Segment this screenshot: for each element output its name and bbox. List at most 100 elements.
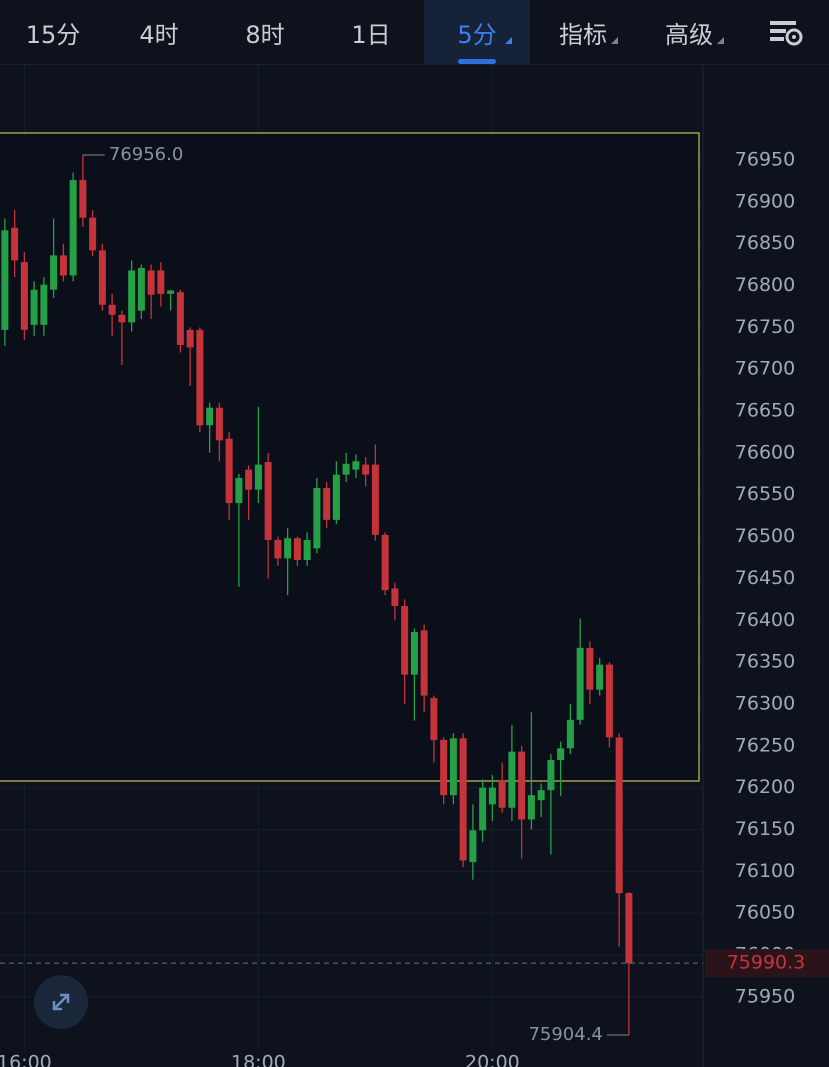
labels: 7595076000760507610076150762007625076300… — [0, 144, 829, 1067]
tab-bar: 15分 4时 8时 1日 5分 指标 高级 — [0, 0, 829, 65]
candle-body — [440, 739, 448, 796]
candle-body — [381, 534, 389, 591]
candle-body — [186, 329, 194, 348]
candle-body — [391, 588, 399, 607]
drawing-box — [0, 132, 700, 782]
y-tick-label: 76950 — [735, 148, 795, 170]
candle-body — [401, 606, 409, 675]
tab-label: 15分 — [25, 20, 81, 49]
x-tick-label: 18:00 — [231, 1052, 286, 1067]
candle-body — [547, 760, 555, 791]
candle-body — [284, 538, 292, 559]
y-tick-label: 76150 — [735, 818, 795, 840]
candle-body — [332, 474, 340, 520]
candle-body — [147, 270, 155, 295]
candle-body — [586, 647, 594, 690]
tab[interactable]: 4时 — [106, 0, 212, 64]
candle-body — [313, 488, 321, 549]
candle-body — [196, 329, 204, 426]
expand-button[interactable] — [34, 975, 88, 1029]
candle-body — [1, 230, 9, 330]
candle-body — [420, 630, 428, 696]
y-tick-label: 76200 — [735, 776, 795, 798]
candle-body — [596, 664, 604, 690]
y-tick-label: 76050 — [735, 902, 795, 924]
last-price-label: 75990.3 — [727, 952, 806, 974]
candle-body — [625, 893, 633, 964]
candle-body — [303, 539, 311, 561]
candle-body — [615, 737, 623, 894]
candle-body — [235, 477, 243, 504]
candle-body — [537, 790, 545, 801]
candle-body — [137, 267, 145, 311]
y-tick-label: 76300 — [735, 692, 795, 714]
y-tick-label: 76350 — [735, 651, 795, 673]
candle-body — [498, 780, 506, 808]
candle-body — [342, 463, 350, 475]
candle-body — [59, 255, 67, 276]
y-tick-label: 76750 — [735, 316, 795, 338]
candle-body — [518, 751, 526, 820]
candle-body — [89, 217, 97, 251]
candles — [1, 154, 633, 1036]
tab[interactable]: 15分 — [0, 0, 106, 64]
y-tick-label: 76700 — [735, 358, 795, 380]
candle-body — [459, 738, 467, 861]
candle-body — [576, 647, 584, 720]
candle-body — [30, 289, 38, 325]
candle-body — [605, 664, 613, 738]
candle-body — [215, 407, 223, 441]
tab-label: 高级 — [665, 20, 713, 49]
settings-button[interactable] — [742, 0, 829, 64]
y-tick-label: 75950 — [735, 985, 795, 1007]
y-tick-label: 76400 — [735, 609, 795, 631]
tab-label: 4时 — [139, 20, 179, 49]
min-label: 75904.4 — [528, 1024, 602, 1045]
candle-body — [157, 270, 165, 294]
y-tick-label: 76100 — [735, 860, 795, 882]
y-tick-label: 76500 — [735, 525, 795, 547]
tab-label: 1日 — [351, 20, 391, 49]
candle-body — [323, 488, 331, 520]
candle-body — [371, 464, 379, 535]
candle-body — [108, 304, 116, 315]
tab[interactable]: 指标 — [530, 0, 636, 64]
candle-body — [264, 462, 272, 540]
y-tick-label: 76650 — [735, 400, 795, 422]
candle-body — [274, 539, 282, 559]
candle-body — [293, 538, 301, 561]
x-tick-label: 16:00 — [0, 1052, 52, 1067]
candle-body — [362, 464, 370, 475]
candle-body — [557, 748, 565, 761]
candle-body — [69, 180, 77, 276]
y-tick-label: 76250 — [735, 734, 795, 756]
candle-body — [527, 795, 535, 820]
chart: 7595076000760507610076150762007625076300… — [0, 65, 829, 1067]
settings-icon — [769, 21, 802, 46]
x-tick-label: 20:00 — [465, 1052, 520, 1067]
tab[interactable]: 高级 — [636, 0, 742, 64]
y-tick-label: 76900 — [735, 190, 795, 212]
candle-body — [118, 314, 126, 323]
candle-body — [206, 407, 214, 426]
y-tick-label: 76450 — [735, 567, 795, 589]
y-tick-label: 76600 — [735, 441, 795, 463]
candle-body — [352, 461, 360, 470]
candle-body — [566, 719, 574, 749]
candle-body — [79, 180, 87, 218]
candle-body — [176, 292, 184, 345]
candle-body — [128, 270, 136, 323]
candle-body — [245, 469, 253, 490]
candle-body — [410, 631, 418, 675]
candle-body — [40, 284, 48, 325]
candle-body — [20, 262, 28, 330]
candle-body — [488, 787, 496, 805]
tab[interactable]: 5分 — [424, 0, 530, 64]
candle-body — [469, 830, 477, 863]
tab[interactable]: 8时 — [212, 0, 318, 64]
candle-body — [225, 438, 233, 504]
candle-body — [449, 738, 457, 796]
y-tick-label: 76800 — [735, 274, 795, 296]
tab[interactable]: 1日 — [318, 0, 424, 64]
